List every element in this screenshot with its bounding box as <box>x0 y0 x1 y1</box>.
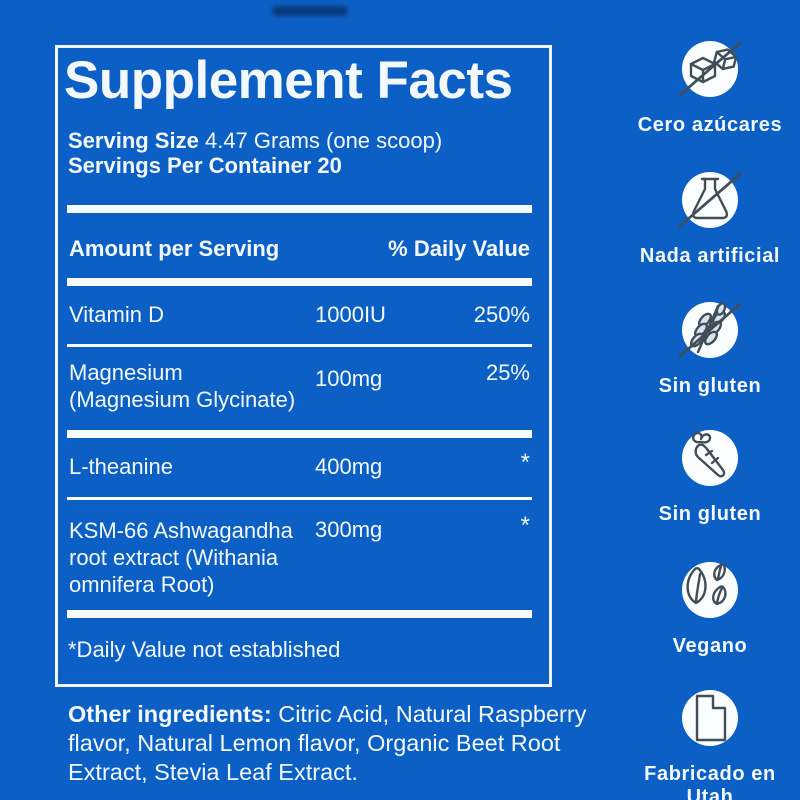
daily-value-footnote: *Daily Value not established <box>68 637 341 662</box>
ingredient-amount: 300mg <box>315 517 383 542</box>
vegan-leaves-icon <box>682 562 738 618</box>
servings-per-container: Servings Per Container 20 <box>68 153 342 178</box>
serving-size-value: 4.47 Grams (one scoop) <box>204 128 443 153</box>
other-ingredients-text: Citric Acid, Natural Raspberry <box>278 701 587 727</box>
badge-label: Fabricado en Utah <box>644 763 776 800</box>
ingredient-name: Magnesium (Magnesium Glycinate) <box>69 360 295 413</box>
ingredient-name: L-theanine <box>69 454 173 479</box>
panel-title: Supplement Facts <box>64 51 513 110</box>
ingredient-daily-value: * <box>520 512 530 539</box>
no-artificial-icon <box>678 172 742 228</box>
badge-no-artificial: Nada artificial <box>620 172 800 268</box>
supplement-facts-panel <box>55 45 552 687</box>
badge-label: Cero azúcares <box>637 114 783 136</box>
ingredient-daily-value: * <box>520 449 530 476</box>
serving-size-label: Serving Size <box>68 128 199 153</box>
ingredient-amount: 400mg <box>315 454 383 479</box>
column-header-daily-value: % Daily Value <box>388 236 530 261</box>
ingredient-name-line: omnifera Root) <box>69 572 215 597</box>
ingredient-amount: 100mg <box>315 366 383 391</box>
ingredient-name-line: root extract (Withania <box>69 545 279 570</box>
no-sugar-icon <box>678 41 742 97</box>
print-artifact <box>272 6 348 16</box>
other-ingredients-text: flavor, Natural Lemon flavor, Organic Be… <box>68 730 561 756</box>
badge-label: Vegano <box>672 635 748 657</box>
badge-vegan: Vegano <box>620 562 800 658</box>
serving-size-line: Serving Size 4.47 Grams (one scoop) <box>68 128 442 154</box>
other-ingredients-label: Other ingredients: <box>68 701 272 727</box>
badge-label: Nada artificial <box>639 245 781 267</box>
other-ingredients-text: Extract, Stevia Leaf Extract. <box>68 759 358 785</box>
ingredient-name-line: KSM-66 Ashwagandha <box>69 518 293 543</box>
ingredient-amount: 1000IU <box>315 302 386 327</box>
ingredient-name-line: Magnesium <box>69 360 183 385</box>
ingredient-name-line: (Magnesium Glycinate) <box>69 386 296 412</box>
other-ingredients-line: Other ingredients: Citric Acid, Natural … <box>68 700 586 729</box>
badge-carrot: Sin gluten <box>620 430 800 526</box>
thick-rule <box>67 430 532 438</box>
badge-no-sugar: Cero azúcares <box>620 41 800 137</box>
other-ingredients: Other ingredients: Citric Acid, Natural … <box>68 700 586 787</box>
column-header-amount: Amount per Serving <box>69 236 280 261</box>
badge-label: Sin gluten <box>658 375 762 397</box>
utah-state-icon <box>682 690 738 746</box>
ingredient-name: KSM-66 Ashwagandha root extract (Withani… <box>69 517 293 598</box>
ingredient-name: Vitamin D <box>69 302 164 327</box>
thick-rule <box>67 205 532 213</box>
badge-made-in-utah: Fabricado en Utah <box>620 690 800 800</box>
thin-rule <box>67 497 532 500</box>
thin-rule <box>67 344 532 347</box>
ingredient-daily-value: 250% <box>473 302 530 327</box>
carrot-icon <box>682 430 738 486</box>
no-gluten-icon <box>678 302 742 358</box>
ingredient-daily-value: 25% <box>485 360 530 385</box>
thick-rule <box>67 278 532 286</box>
badge-gluten-free: Sin gluten <box>620 302 800 398</box>
thick-rule <box>67 610 532 618</box>
badge-label: Sin gluten <box>658 503 762 525</box>
